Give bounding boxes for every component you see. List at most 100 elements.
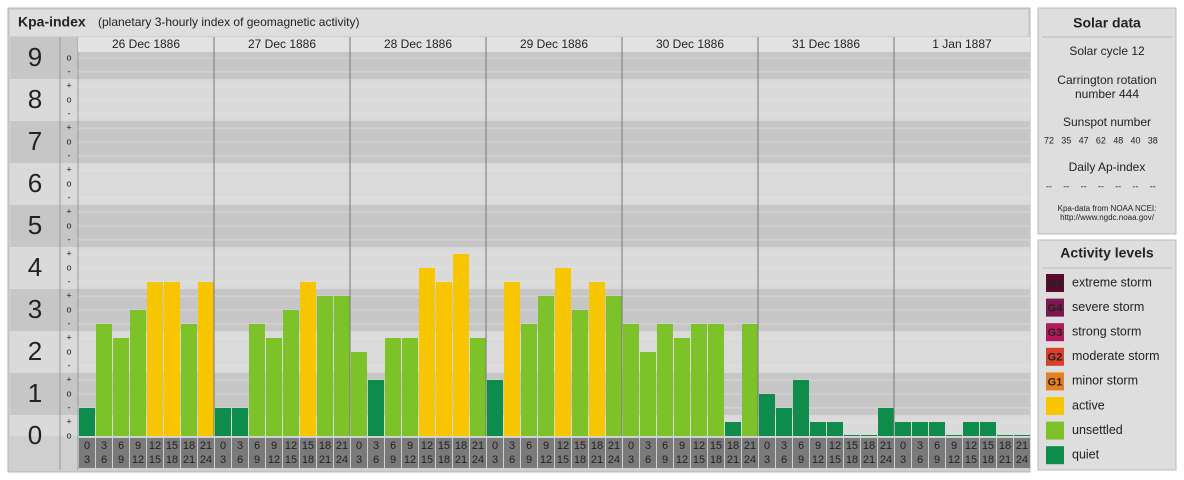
bar — [674, 338, 690, 436]
solar-title: Solar data — [1073, 15, 1141, 31]
time-label: 3 — [220, 454, 226, 466]
time-label: 6 — [526, 440, 532, 452]
bar — [912, 422, 928, 436]
bar — [334, 296, 350, 436]
legend-label: extreme storm — [1072, 275, 1152, 289]
time-label: 9 — [390, 454, 396, 466]
time-label: 18 — [574, 454, 586, 466]
time-cell — [691, 438, 707, 468]
bar — [300, 281, 316, 436]
time-cell — [674, 438, 690, 468]
time-cell — [657, 438, 673, 468]
time-cell — [130, 438, 146, 468]
bar — [640, 352, 656, 436]
minor-tick-label: o — [66, 220, 71, 230]
time-label: 12 — [693, 440, 705, 452]
time-label: 9 — [815, 440, 821, 452]
legend-label: quiet — [1072, 447, 1100, 461]
time-label: 15 — [574, 440, 586, 452]
carrington: Carrington rotation — [1057, 73, 1156, 87]
time-label: 21 — [999, 454, 1011, 466]
sunspot-value: 48 — [1113, 135, 1123, 145]
bar — [266, 338, 282, 436]
time-cell — [232, 438, 248, 468]
sunspot-value: 47 — [1079, 135, 1089, 145]
time-label: 3 — [645, 440, 651, 452]
time-label: 18 — [727, 440, 739, 452]
time-cell — [419, 438, 435, 468]
time-cell — [385, 438, 401, 468]
time-label: 21 — [1016, 440, 1028, 452]
date-label: 29 Dec 1886 — [520, 37, 588, 51]
time-cell — [589, 438, 605, 468]
date-header — [622, 37, 758, 52]
time-cell — [368, 438, 384, 468]
time-label: 24 — [880, 454, 892, 466]
time-label: 24 — [744, 454, 756, 466]
time-cell — [929, 438, 945, 468]
minor-tick-label: o — [66, 430, 71, 440]
source: http://www.ngdc.noaa.gov/ — [1060, 213, 1155, 222]
minor-tick-label: + — [66, 164, 71, 174]
time-label: 3 — [509, 440, 515, 452]
time-label: 24 — [336, 454, 348, 466]
bar — [844, 435, 860, 436]
time-cell — [980, 438, 996, 468]
date-header — [486, 37, 622, 52]
time-label: 21 — [608, 440, 620, 452]
date-header — [350, 37, 486, 52]
date-header — [894, 37, 1030, 52]
bar — [453, 254, 469, 436]
date-header — [758, 37, 894, 52]
legend-label: severe storm — [1072, 300, 1144, 314]
time-label: 0 — [356, 440, 362, 452]
time-label: 18 — [455, 440, 467, 452]
legend-label: active — [1072, 398, 1105, 412]
time-label: 21 — [744, 440, 756, 452]
bar — [606, 296, 622, 436]
title: Kpa-index — [18, 14, 86, 30]
bar — [385, 338, 401, 436]
legend-swatch — [1046, 421, 1064, 440]
time-label: 3 — [917, 440, 923, 452]
date-label: 1 Jan 1887 — [932, 37, 992, 51]
time-label: 0 — [220, 440, 226, 452]
legend-badge: G4 — [1048, 303, 1064, 315]
y-tick-label: 9 — [28, 42, 42, 72]
bar — [504, 281, 520, 436]
time-label: 18 — [591, 440, 603, 452]
legend-label: moderate storm — [1072, 349, 1160, 363]
time-label: 18 — [710, 454, 722, 466]
time-label: 24 — [608, 454, 620, 466]
minor-tick-label: + — [66, 332, 71, 342]
legend-swatch — [1046, 397, 1064, 415]
ap-value: -- — [1063, 181, 1069, 191]
time-label: 9 — [662, 454, 668, 466]
legend-badge: G1 — [1048, 376, 1063, 388]
time-label: 15 — [557, 454, 569, 466]
minor-tick-label: - — [68, 360, 71, 370]
legend-badge: G5 — [1048, 278, 1063, 290]
time-cell — [861, 438, 877, 468]
time-label: 12 — [676, 454, 688, 466]
bar — [317, 296, 333, 436]
time-label: 9 — [951, 440, 957, 452]
time-cell — [147, 438, 163, 468]
time-label: 12 — [965, 440, 977, 452]
bar — [521, 323, 537, 436]
time-cell — [912, 438, 928, 468]
time-label: 15 — [693, 454, 705, 466]
bar — [810, 422, 826, 436]
bar — [232, 407, 248, 436]
bar — [249, 323, 265, 436]
y-tick-label: 4 — [28, 252, 42, 282]
y-tick-label: 5 — [28, 210, 42, 240]
bar — [79, 407, 95, 436]
time-label: 6 — [390, 440, 396, 452]
legend-badge: G2 — [1048, 352, 1063, 364]
time-cell — [640, 438, 656, 468]
time-label: 21 — [591, 454, 603, 466]
time-cell — [810, 438, 826, 468]
time-cell — [96, 438, 112, 468]
time-label: 0 — [628, 440, 634, 452]
